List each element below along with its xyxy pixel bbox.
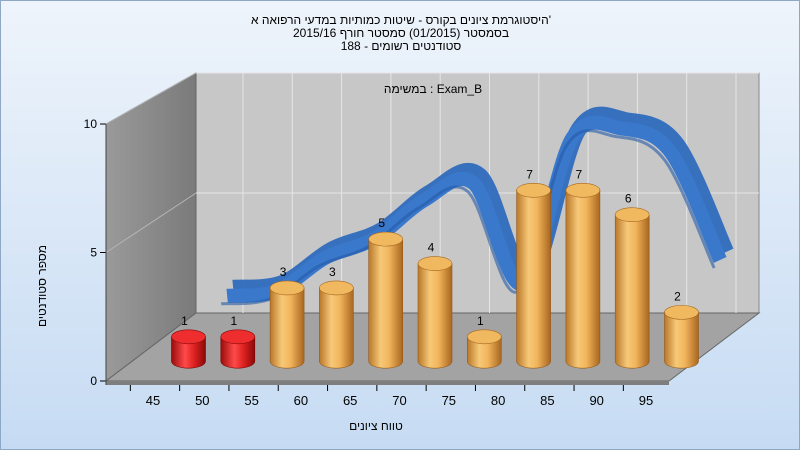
bar-body [417,263,453,369]
bar-value-label: 6 [625,192,632,206]
bar-body [171,336,206,369]
grid-line-side [105,72,197,125]
trend-ribbon [226,115,727,303]
trend-ribbon-edge [221,129,716,306]
x-tick-label: 50 [195,393,209,408]
bar-body [467,336,502,369]
bar-95: 2 [664,289,699,369]
bar-top [171,329,206,345]
bar-75: 1 [466,314,502,369]
bar-top [664,305,699,320]
bar-90: 6 [614,192,650,369]
bar-top [466,329,502,345]
bar-value-label: 2 [674,289,681,303]
x-tick-label: 45 [146,393,160,408]
bar-85: 7 [565,167,601,369]
bar-body [614,214,650,369]
bar-value-label: 1 [477,314,484,328]
y-axis-title: מספר סטודנטים [35,244,49,328]
bar-body [664,312,699,369]
bar-value-label: 7 [526,167,533,181]
bar-60: 3 [319,265,354,369]
bar-value-label: 3 [280,265,287,279]
y-tick-label: 10 [84,117,98,131]
bar-body [565,189,601,369]
x-axis-title: טווח ציונים [349,419,403,433]
bar-top [220,329,256,345]
y-tick-label: 0 [90,374,97,388]
bar-body [269,287,305,369]
bar-top [368,231,404,247]
bar-value-label: 7 [576,167,583,181]
x-tick-label: 70 [392,393,406,408]
bar-body [319,287,354,369]
bar-top [319,280,354,296]
x-tick-label: 55 [244,393,258,408]
y-tick-label: 5 [90,246,97,260]
bar-top [565,182,601,198]
bar-55: 3 [269,265,305,369]
bar-45: 1 [171,314,206,369]
floor-edge [106,381,669,385]
bar-top [516,182,551,198]
bar-70: 4 [417,241,453,369]
bar-value-label: 5 [378,216,385,230]
bar-value-label: 1 [181,314,188,328]
x-tick-label: 65 [343,393,357,408]
bar-body [368,238,403,369]
chart-title-line-2: בסמסטר (01/2015) סמסטר חורף 2015/16 [292,26,510,40]
bar-body [516,189,551,369]
chart-title-line-3: סטודנטים רשומים - 188 [340,39,462,53]
chart-title-line-1: היסטוגרמת ציונים בקורס - שיטות כמותיות ב… [251,13,551,27]
bar-50: 1 [220,314,256,369]
bar-value-label: 4 [428,241,435,255]
x-tick-label: 80 [491,393,505,408]
x-tick-label: 85 [540,393,554,408]
x-tick-label: 60 [294,393,308,408]
bar-top [269,280,305,296]
bar-top [614,207,650,223]
x-tick-label: 75 [442,393,456,408]
bar-value-label: 1 [230,314,237,328]
bar-80: 7 [516,167,551,369]
x-tick-label: 90 [589,393,603,408]
chart-annotation: במשימה : Exam_B [384,82,482,96]
bar-65: 5 [368,216,404,369]
bar-value-label: 3 [329,265,336,279]
x-tick-label: 95 [639,393,653,408]
bar-body [220,336,256,369]
bar-top [417,256,453,271]
grid-line-side [105,192,197,253]
